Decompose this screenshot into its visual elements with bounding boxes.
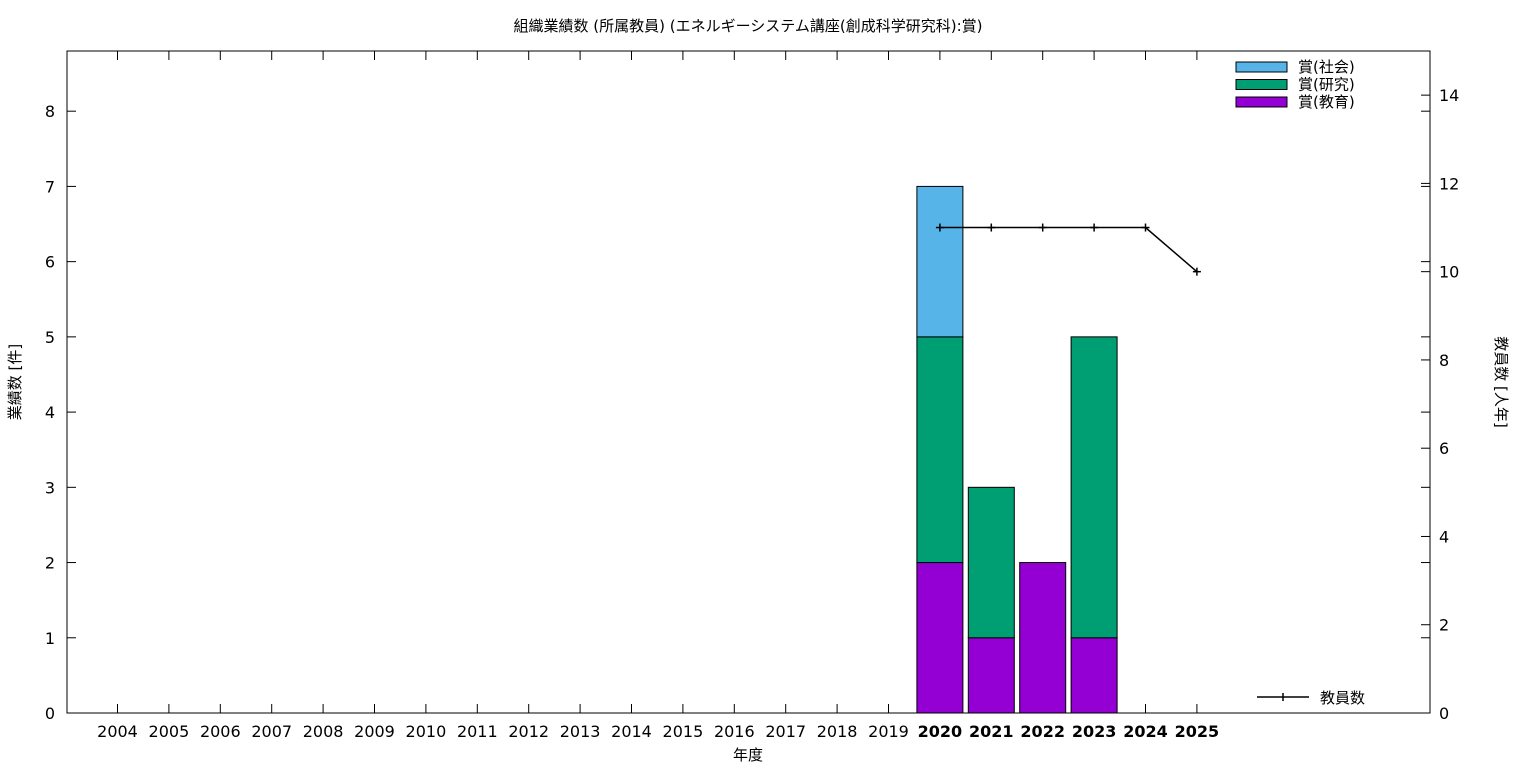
legend-item: 賞(教育) xyxy=(1235,93,1355,111)
y-tick-label: 7 xyxy=(45,177,55,196)
y2-tick-label: 14 xyxy=(1439,86,1459,105)
x-tick-label: 2016 xyxy=(714,722,755,741)
x-tick-label: 2006 xyxy=(200,722,241,741)
y2-axis-label: 教員数 [人年] xyxy=(1492,336,1510,427)
line-point-marker xyxy=(1090,223,1099,232)
x-tick-label: 2005 xyxy=(149,722,190,741)
bar-segment xyxy=(1070,336,1118,639)
line-point-marker xyxy=(987,223,996,232)
bar-segment xyxy=(916,336,964,564)
bar-segment xyxy=(1070,637,1118,714)
y2-tick-label: 2 xyxy=(1439,616,1449,635)
x-tick-label: 2015 xyxy=(663,722,704,741)
bar-segment xyxy=(967,486,1015,639)
line-point-marker xyxy=(1141,223,1150,232)
x-tick-label: 2022 xyxy=(1020,722,1065,741)
x-tick-label: 2024 xyxy=(1123,722,1168,741)
line-point-marker xyxy=(935,223,944,232)
x-tick-label: 2007 xyxy=(251,722,292,741)
x-tick-label: 2009 xyxy=(354,722,395,741)
x-tick-label: 2014 xyxy=(611,722,652,741)
x-tick-label: 2011 xyxy=(457,722,498,741)
legend-item: 教員数 xyxy=(1257,689,1365,707)
y2-tick-label: 8 xyxy=(1439,351,1449,370)
x-tick-label: 2021 xyxy=(969,722,1014,741)
x-tick-label: 2023 xyxy=(1072,722,1117,741)
y2-tick-label: 0 xyxy=(1439,704,1449,723)
x-tick-label: 2004 xyxy=(97,722,138,741)
legend-swatch xyxy=(1235,61,1288,73)
y-tick-label: 2 xyxy=(45,554,55,573)
legend-item: 賞(社会) xyxy=(1235,58,1355,76)
y-axis-right: 0 2 4 6 8 10 12 14 xyxy=(1421,86,1459,723)
y-tick-label: 4 xyxy=(45,403,55,422)
legend-swatch xyxy=(1235,79,1288,90)
line-point-marker xyxy=(1192,267,1201,276)
x-tick-label: 2019 xyxy=(868,722,909,741)
x-tick-label: 2017 xyxy=(765,722,806,741)
y-tick-label: 1 xyxy=(45,629,55,648)
line-series-path xyxy=(939,226,1198,273)
legend-label: 教員数 xyxy=(1320,689,1365,707)
plot-area xyxy=(66,50,1431,714)
bar-segment xyxy=(1019,562,1067,714)
x-tick-label: 2010 xyxy=(406,722,447,741)
legend-swatch xyxy=(1235,96,1288,108)
x-tick-label: 2025 xyxy=(1175,722,1220,741)
y-axis-left: 0 1 2 3 4 5 6 7 8 xyxy=(45,102,1430,723)
y-tick-label: 8 xyxy=(45,102,55,121)
x-tick-label: 2018 xyxy=(817,722,858,741)
y-tick-label: 0 xyxy=(45,704,55,723)
x-tick-label: 2008 xyxy=(303,722,344,741)
y2-tick-label: 6 xyxy=(1439,439,1449,458)
y2-tick-label: 10 xyxy=(1439,263,1459,282)
bar-group xyxy=(916,185,1118,714)
x-tick-label: 2020 xyxy=(918,722,963,741)
y2-tick-label: 4 xyxy=(1439,527,1449,546)
chart-title: 組織業績数 (所属教員) (エネルギーシステム講座(創成科学研究科):賞) xyxy=(514,17,983,35)
bar-legend: 賞(社会)賞(研究)賞(教育) xyxy=(1235,58,1355,111)
x-axis: 2004 2005 2006 2007 2008 2009 2010 2011 2012 2013… xyxy=(97,51,1219,741)
x-tick-label: 2013 xyxy=(560,722,601,741)
y-tick-label: 5 xyxy=(45,328,55,347)
x-tick-label: 2012 xyxy=(508,722,549,741)
line-legend: 教員数 xyxy=(1257,689,1365,707)
bar-segment xyxy=(967,637,1015,714)
legend-label: 賞(研究) xyxy=(1298,76,1355,94)
y-tick-label: 3 xyxy=(45,478,55,497)
line-series-group xyxy=(935,223,1201,276)
legend-item: 賞(研究) xyxy=(1235,76,1355,94)
line-point-marker xyxy=(1038,223,1047,232)
legend-label: 賞(教育) xyxy=(1298,93,1355,111)
x-axis-label: 年度 xyxy=(733,746,763,764)
y-tick-label: 6 xyxy=(45,253,55,272)
bar-segment xyxy=(916,185,964,338)
y2-tick-label: 12 xyxy=(1439,174,1459,193)
legend-label: 賞(社会) xyxy=(1298,58,1355,76)
bar-segment xyxy=(916,562,964,714)
y-axis-label: 業績数 [件] xyxy=(6,344,24,420)
plot-frame xyxy=(66,50,1431,714)
